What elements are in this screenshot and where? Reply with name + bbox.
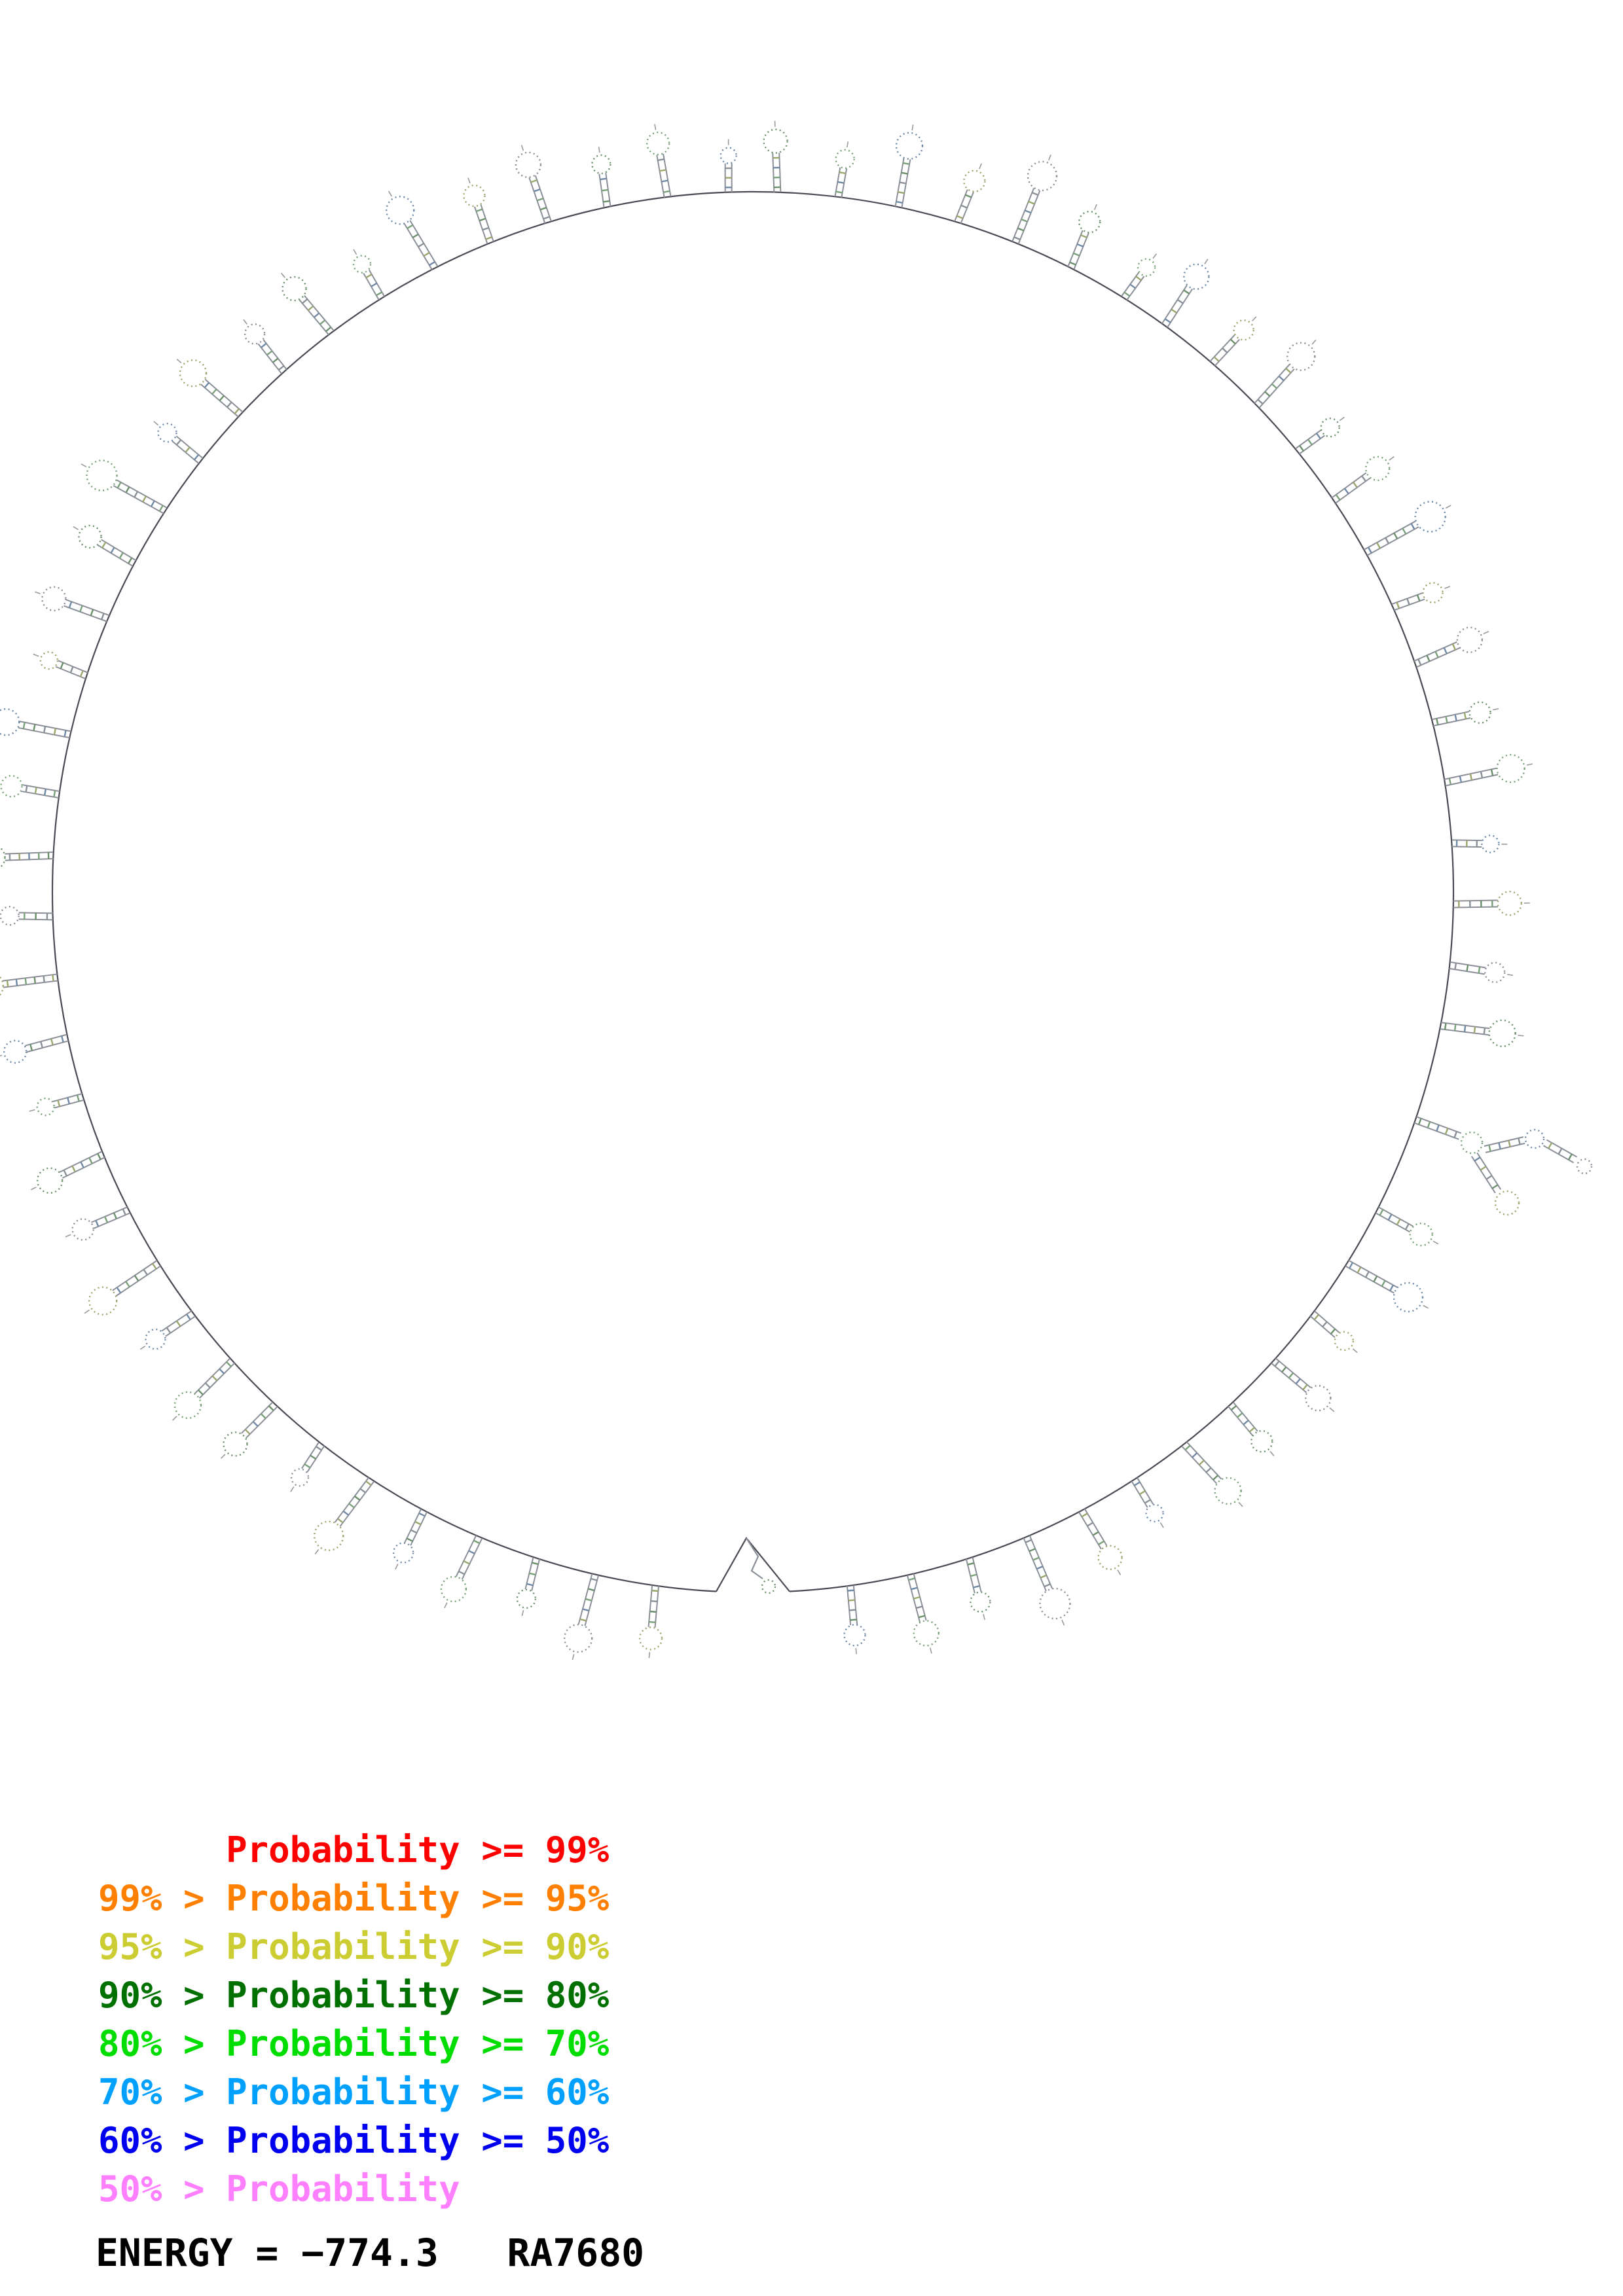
energy-label: ENERGY = −774.3 RA7680 [96, 2231, 645, 2275]
legend-line: 80% > Probability >= 70% [98, 2023, 610, 2064]
probability-legend: Probability >= 99% 99% > Probability >= 9… [98, 1826, 609, 2214]
legend-line: 50% > Probability [98, 2168, 460, 2210]
legend-line: 60% > Probability >= 50% [98, 2120, 610, 2161]
legend-line: 70% > Probability >= 60% [98, 2072, 610, 2113]
rna-structure-plot [0, 120, 1593, 1660]
legend-line: 95% > Probability >= 90% [98, 1926, 610, 1967]
legend-line: 90% > Probability >= 80% [98, 1975, 610, 2016]
legend-line: 99% > Probability >= 95% [98, 1878, 610, 1919]
legend-line: Probability >= 99% [98, 1829, 610, 1871]
